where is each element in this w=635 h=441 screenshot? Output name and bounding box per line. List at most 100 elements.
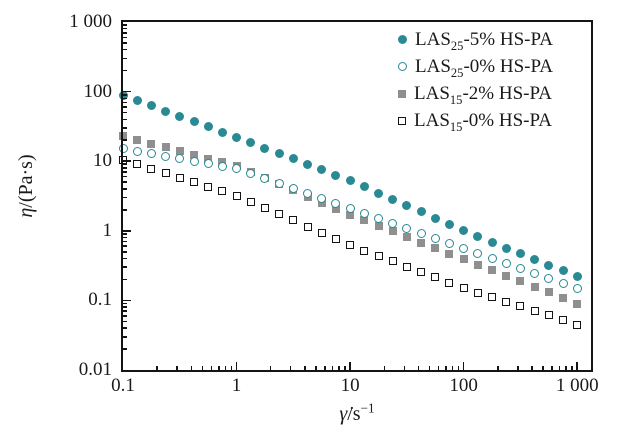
data-point [232,164,242,174]
legend-item: LAS25-0% HS-PA [398,53,553,80]
data-point [175,147,184,156]
y-tick [123,118,127,121]
data-point [487,254,497,264]
data-point [331,204,340,213]
x-tick [201,366,204,370]
y-tick [123,306,127,308]
data-point [132,146,142,156]
data-point [459,284,468,293]
y-tick [123,310,127,312]
data-point [530,268,540,278]
y-axis-unit: /(Pa·s) [15,154,37,208]
y-tick-label: 10 [93,150,112,172]
data-point [544,273,554,283]
filled-square-icon [398,89,406,98]
x-tick [324,366,326,370]
data-point [317,193,327,203]
x-axis-title: γ̇/s−1 [297,400,417,426]
data-point [515,249,525,259]
data-point [445,278,454,287]
data-point [374,221,383,230]
y-tick [123,320,127,323]
x-tick [190,366,193,370]
x-tick-label: 10 [340,375,360,396]
data-point [516,302,525,311]
x-tick-label: 100 [449,375,478,396]
data-point [317,165,327,175]
legend-item: LAS15-2% HS-PA [398,80,553,107]
x-tick [517,366,519,370]
data-point [274,149,284,158]
y-tick [123,251,127,253]
data-point [430,213,440,223]
data-point [417,238,426,247]
y-axis-symbol: η [15,207,37,218]
data-point [402,224,412,234]
data-point [175,111,185,121]
y-tick [123,139,127,141]
y-tick [123,230,131,232]
x-tick [344,366,346,370]
data-point [444,220,454,230]
data-point [274,179,284,189]
data-point [388,219,398,229]
data-point [559,315,567,324]
data-point [431,244,440,253]
data-point [260,204,269,213]
y-tick [123,196,127,199]
data-point [473,232,483,242]
data-point [203,122,213,132]
y-tick [123,57,127,60]
data-point [431,273,440,282]
y-tick [123,209,127,211]
x-tick [304,366,306,370]
data-point [303,189,313,199]
data-point [573,320,582,329]
data-point [260,143,270,153]
y-tick [123,106,127,108]
y-tick [123,97,127,100]
x-tick [235,362,238,370]
y-tick [123,278,127,281]
data-point [119,155,127,164]
data-point [417,268,426,277]
data-point [204,182,213,191]
y-tick [123,48,127,51]
data-point [388,257,397,266]
data-point [416,229,426,239]
data-point [203,159,213,169]
data-point [572,283,582,293]
y-tick [123,315,127,317]
x-tick [417,366,420,370]
data-point [146,101,156,111]
data-point [331,198,341,208]
x-tick [269,366,272,370]
filled-circle-icon [398,35,407,44]
x-tick [338,366,340,370]
x-tick [224,366,227,370]
y-tick [123,327,127,329]
data-point [275,210,284,219]
x-axis-exponent: −1 [360,400,375,416]
y-tick [123,348,127,350]
data-point [402,233,411,242]
y-tick [123,336,127,338]
data-point [544,311,553,320]
data-point [502,271,511,280]
data-point [218,187,227,196]
data-point [232,191,241,200]
data-point [444,239,454,249]
data-point [232,132,242,142]
y-tick [123,160,131,162]
x-tick [156,366,158,370]
y-tick [123,299,131,302]
data-point [346,210,355,219]
data-point [345,175,355,185]
data-point [416,207,426,217]
x-tick [576,362,578,370]
y-tick-label: 100 [83,80,113,102]
data-point [331,170,341,180]
y-tick [123,181,127,183]
y-tick [123,101,127,104]
y-tick [123,111,127,114]
